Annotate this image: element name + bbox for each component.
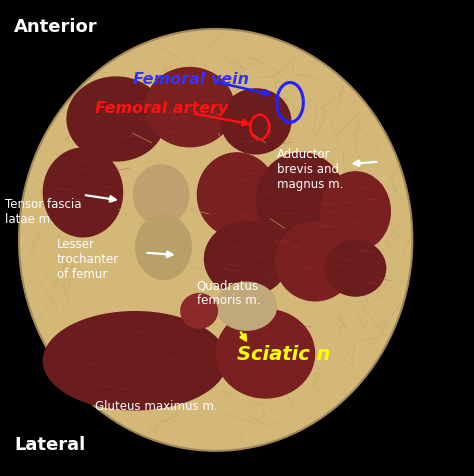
- Ellipse shape: [66, 77, 166, 162]
- Text: Femoral artery: Femoral artery: [95, 100, 228, 115]
- Text: Lesser
trochanter
of femur: Lesser trochanter of femur: [57, 238, 119, 281]
- Ellipse shape: [204, 221, 289, 297]
- Ellipse shape: [43, 311, 228, 411]
- Ellipse shape: [19, 30, 412, 451]
- Ellipse shape: [197, 153, 277, 238]
- Text: Quadratus
femoris m.: Quadratus femoris m.: [197, 278, 260, 307]
- Ellipse shape: [180, 293, 218, 329]
- Ellipse shape: [216, 309, 315, 399]
- Ellipse shape: [320, 172, 391, 252]
- Ellipse shape: [216, 282, 277, 331]
- Text: Sciatic n: Sciatic n: [237, 345, 330, 363]
- Ellipse shape: [133, 165, 190, 226]
- Ellipse shape: [145, 68, 235, 148]
- Ellipse shape: [275, 221, 356, 302]
- Text: Tensor fascia
latae m.: Tensor fascia latae m.: [5, 198, 81, 226]
- Text: Lateral: Lateral: [14, 435, 85, 453]
- Text: Gluteus maximus m.: Gluteus maximus m.: [95, 399, 218, 412]
- Ellipse shape: [256, 153, 346, 248]
- Ellipse shape: [325, 240, 386, 297]
- Text: Adductor
brevis and
magnus m.: Adductor brevis and magnus m.: [277, 148, 344, 191]
- Ellipse shape: [220, 89, 292, 155]
- Text: Femoral vein: Femoral vein: [133, 72, 249, 87]
- Ellipse shape: [43, 148, 123, 238]
- Ellipse shape: [135, 214, 192, 280]
- Text: Anterior: Anterior: [14, 18, 98, 36]
